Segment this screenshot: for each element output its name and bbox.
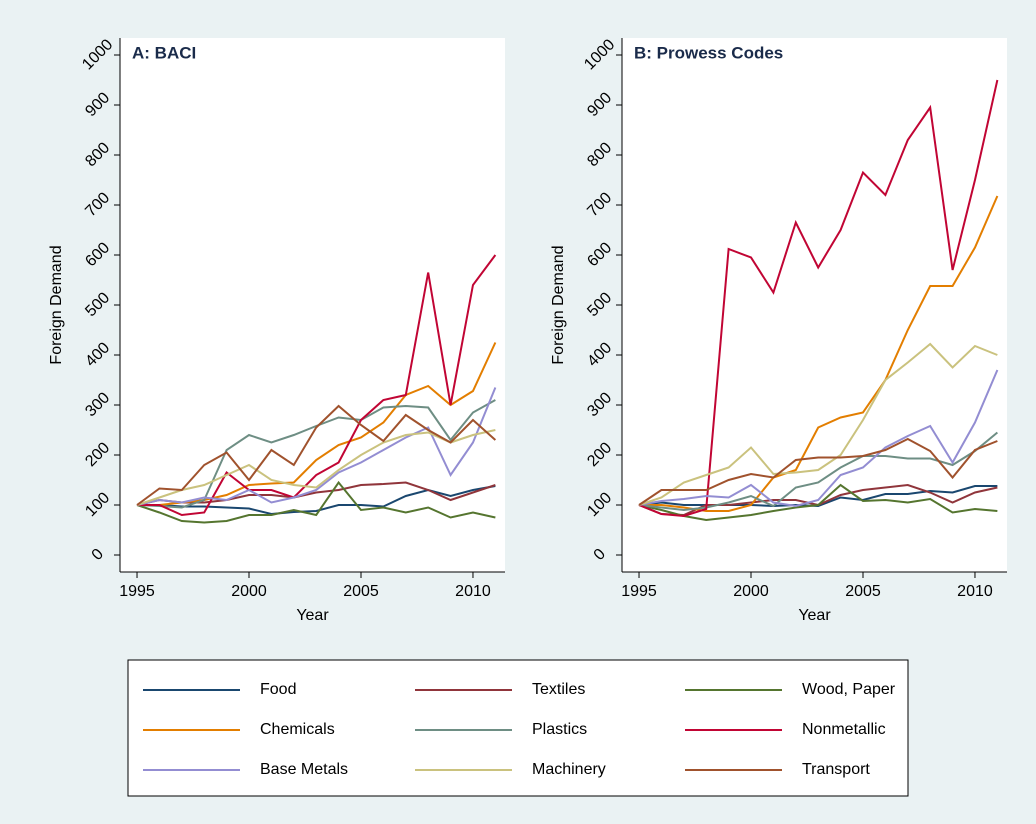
series-line: Transport (638, 437, 998, 506)
legend-label: Wood, Paper (802, 681, 896, 698)
x-tick-label: 2000 (231, 583, 267, 600)
x-axis-label: Year (798, 607, 831, 624)
plot-area (120, 38, 505, 572)
series-line: Nonmetallic (638, 79, 999, 518)
y-axis-label: Foreign Demand (550, 245, 567, 364)
legend-label: Machinery (532, 761, 606, 778)
panel-title: B: Prowess Codes (634, 43, 783, 62)
series-line (137, 342, 497, 506)
x-tick-label: 2010 (957, 583, 993, 600)
series-line: Wood, Paper (638, 483, 998, 522)
legend-label: Plastics (532, 721, 587, 738)
x-tick-label: 2005 (845, 583, 881, 600)
legend-label: Textiles (532, 681, 585, 698)
series-line (136, 429, 496, 506)
series-line: Machinery (638, 342, 998, 506)
legend-label: Base Metals (260, 761, 348, 778)
series-line (136, 399, 496, 509)
legend-label: Food (260, 681, 296, 698)
series-line (136, 387, 497, 506)
x-tick-label: 2010 (455, 583, 491, 600)
series-line: Chemicals (639, 195, 999, 512)
series-line (137, 485, 496, 516)
legend-label: Nonmetallic (802, 721, 886, 738)
legend-box (127, 659, 909, 797)
x-axis-label: Year (296, 607, 329, 624)
series-line (136, 480, 496, 524)
x-tick-label: 1995 (119, 583, 155, 600)
series-line (136, 404, 497, 506)
y-axis-label: Foreign Demand (48, 245, 65, 364)
legend-label: Transport (802, 761, 870, 778)
x-tick-label: 2000 (733, 583, 769, 600)
panel-title: A: BACI (132, 43, 196, 62)
series-line: Base Metals (638, 369, 999, 508)
legend-label: Chemicals (260, 721, 335, 738)
x-tick-label: 2005 (343, 583, 379, 600)
x-tick-label: 1995 (621, 583, 657, 600)
series-line (137, 254, 497, 517)
